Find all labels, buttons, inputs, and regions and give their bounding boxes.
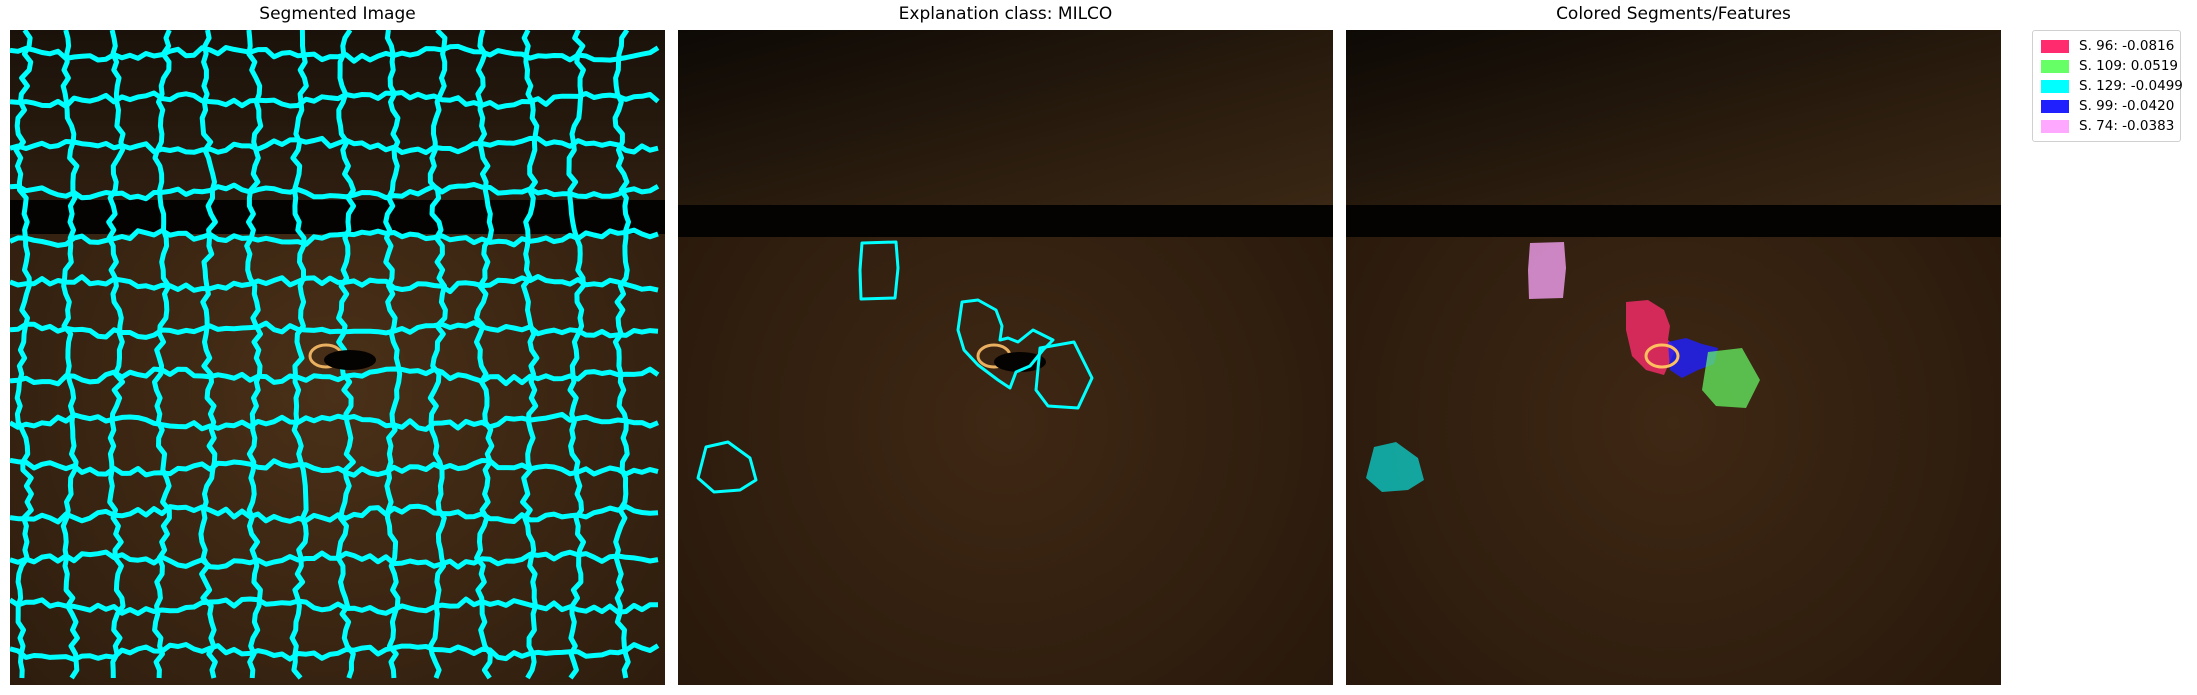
grid-col-boundary [152,30,172,679]
legend-item-s129: S. 129: -0.0499 [2041,77,2183,95]
grid-col-boundary [612,30,631,679]
grid-col-boundary [106,30,126,679]
legend-item-s109: S. 109: 0.0519 [2041,57,2178,75]
legend-label: S. 74: -0.0383 [2079,118,2175,134]
shadow-band [678,205,1333,237]
segment-109 [1702,348,1760,408]
grid-row-boundary [10,457,659,478]
grid-row-boundary [10,411,659,432]
boundary-grid [10,30,660,680]
grid-row-boundary [10,227,659,248]
target-object [1644,343,1680,369]
grid-col-boundary [566,30,586,680]
legend-item-s96: S. 96: -0.0816 [2041,37,2174,55]
legend-label: S. 99: -0.0420 [2079,98,2175,114]
panel-title-explanation: Explanation class: MILCO [898,4,1113,24]
grid-col-boundary [520,30,540,680]
legend-swatch [2041,59,2069,73]
panel-title-colored: Colored Segments/Features [1556,4,1791,24]
segment-74 [1528,242,1566,299]
legend-swatch [2041,119,2069,133]
segment-96 [1626,300,1676,375]
legend-label: S. 109: 0.0519 [2079,58,2178,74]
grid-row-boundary [10,503,659,525]
segmented-image-panel [10,30,665,685]
segment-129 [1366,442,1424,492]
grid-col-boundary [427,30,448,679]
legend-item-s99: S. 99: -0.0420 [2041,97,2174,115]
segment-outline-109 [1034,340,1094,410]
grid-col-boundary [198,30,218,679]
legend: S. 96: -0.0816 S. 109: 0.0519 S. 129: -0… [2032,30,2183,142]
legend-item-s74: S. 74: -0.0383 [2041,117,2174,135]
shadow-band [1346,205,2001,237]
grid-col-boundary [383,30,403,679]
legend-label: S. 129: -0.0499 [2079,78,2183,94]
colored-segments-panel [1346,30,2001,685]
segment-outline-129 [696,440,758,494]
legend-label: S. 96: -0.0816 [2079,38,2175,54]
legend-swatch [2041,39,2069,53]
segment-99 [1668,338,1718,378]
legend-swatch [2041,79,2069,93]
grid-row-boundary [10,135,659,156]
grid-col-boundary [289,30,309,680]
segment-outline-96 [956,298,1055,390]
shadow-band [10,200,665,234]
panel-title-segmented: Segmented Image [259,4,416,24]
legend-swatch [2041,99,2069,113]
grid-col-boundary [244,30,264,679]
grid-row-boundary [10,43,660,64]
grid-col-boundary [474,30,495,680]
grid-row-boundary [10,549,659,570]
explanation-panel [678,30,1333,685]
grid-col-boundary [13,30,34,679]
grid-row-boundary [10,182,660,202]
segment-outline-74 [858,240,900,301]
grid-col-boundary [60,30,80,680]
